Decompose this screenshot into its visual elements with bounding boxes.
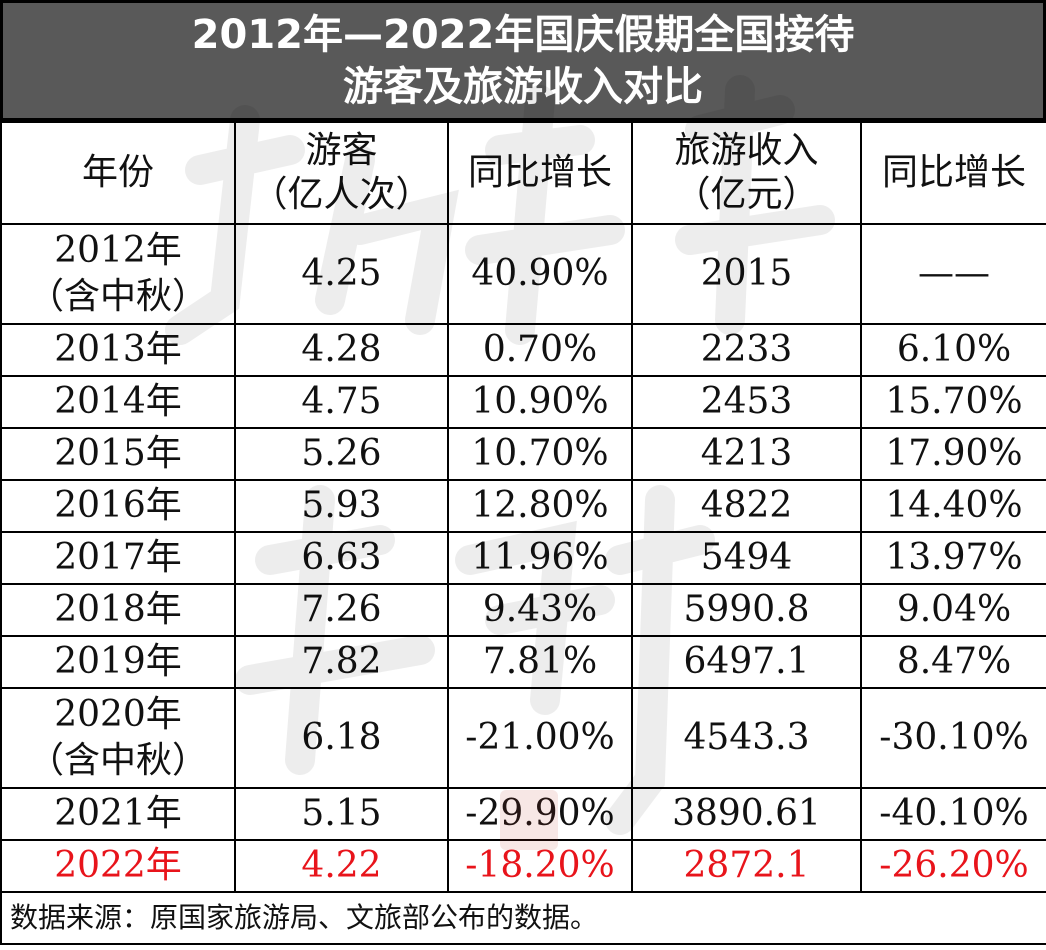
cell-revenue-growth: 17.90% (860, 427, 1046, 481)
table-row: 2017年 6.63 11.96% 5494 13.97% (0, 531, 1046, 585)
cell-tourists-growth: 7.81% (447, 635, 633, 689)
table-row: 2013年 4.28 0.70% 2233 6.10% (0, 323, 1046, 377)
year-label: 2014年 (54, 381, 182, 422)
table-row: 2018年 7.26 9.43% 5990.8 9.04% (0, 583, 1046, 637)
cell-tourists: 5.26 (234, 427, 449, 481)
cell-tourists: 7.82 (234, 635, 449, 689)
header-tourists-line1: 游客 (305, 130, 378, 171)
header-revenue-line2: （亿元） (674, 174, 819, 215)
cell-tourists: 4.75 (234, 375, 449, 429)
cell-tourists-growth: 12.80% (447, 479, 633, 533)
cell-revenue: 2233 (631, 323, 862, 377)
cell-tourists-growth: 10.70% (447, 427, 633, 481)
cell-year: 2018年 (0, 583, 236, 637)
cell-tourists: 4.25 (234, 223, 449, 325)
header-row: 年份 游客 （亿人次） 同比增长 旅游收入 （亿元） 同比增长 (0, 121, 1046, 225)
table-row: 2022年 4.22 -18.20% 2872.1 -26.20% (0, 839, 1046, 893)
cell-tourists: 4.28 (234, 323, 449, 377)
header-revenue: 旅游收入 （亿元） (631, 121, 862, 225)
year-label: 2019年 (54, 641, 182, 682)
cell-revenue-growth: 6.10% (860, 323, 1046, 377)
cell-tourists-growth: -21.00% (447, 687, 633, 789)
cell-tourists: 5.15 (234, 787, 449, 841)
cell-tourists-growth: -29.90% (447, 787, 633, 841)
cell-tourists-growth: 11.96% (447, 531, 633, 585)
cell-revenue-growth: -40.10% (860, 787, 1046, 841)
cell-revenue-growth: 14.40% (860, 479, 1046, 533)
cell-revenue-growth: 15.70% (860, 375, 1046, 429)
table-row: 2015年 5.26 10.70% 4213 17.90% (0, 427, 1046, 481)
cell-tourists-growth: 9.43% (447, 583, 633, 637)
cell-year: 2013年 (0, 323, 236, 377)
cell-revenue: 2015 (631, 223, 862, 325)
cell-year: 2022年 (0, 839, 236, 893)
header-revenue-growth: 同比增长 (860, 121, 1046, 225)
cell-year: 2017年 (0, 531, 236, 585)
year-label: 2018年 (54, 589, 182, 630)
cell-year: 2020年 （含中秋） (0, 687, 236, 789)
year-label: 2012年 (54, 230, 182, 271)
cell-year: 2016年 (0, 479, 236, 533)
cell-revenue-growth: 9.04% (860, 583, 1046, 637)
cell-revenue: 4543.3 (631, 687, 862, 789)
cell-tourists-growth: -18.20% (447, 839, 633, 893)
year-label: 2021年 (54, 793, 182, 834)
cell-year: 2014年 (0, 375, 236, 429)
title-line-1: 2012年—2022年国庆假期全国接待 (191, 11, 855, 58)
header-revenue-line1: 旅游收入 (674, 130, 819, 171)
cell-revenue: 6497.1 (631, 635, 862, 689)
table-body: 2012年 （含中秋） 4.25 40.90% 2015 —— 2013年 4.28 0.70%… (0, 223, 1046, 893)
table-row: 2019年 7.82 7.81% 6497.1 8.47% (0, 635, 1046, 689)
source-note: 数据来源：原国家旅游局、文旅部公布的数据。 (0, 891, 1046, 945)
cell-revenue: 5990.8 (631, 583, 862, 637)
cell-revenue: 2872.1 (631, 839, 862, 893)
cell-revenue: 4822 (631, 479, 862, 533)
cell-revenue: 4213 (631, 427, 862, 481)
cell-revenue-growth: -26.20% (860, 839, 1046, 893)
cell-revenue-growth: 8.47% (860, 635, 1046, 689)
cell-tourists: 7.26 (234, 583, 449, 637)
header-year: 年份 (0, 121, 236, 225)
cell-revenue-growth: -30.10% (860, 687, 1046, 789)
table-row: 2014年 4.75 10.90% 2453 15.70% (0, 375, 1046, 429)
year-label: 2015年 (54, 433, 182, 474)
year-note: （含中秋） (27, 740, 208, 781)
header-tourists: 游客 （亿人次） (234, 121, 449, 225)
year-note: （含中秋） (27, 276, 208, 317)
cell-tourists-growth: 40.90% (447, 223, 633, 325)
table-row: 2012年 （含中秋） 4.25 40.90% 2015 —— (0, 223, 1046, 325)
cell-revenue-growth: 13.97% (860, 531, 1046, 585)
cell-tourists: 6.63 (234, 531, 449, 585)
year-label: 2016年 (54, 485, 182, 526)
cell-tourists-growth: 0.70% (447, 323, 633, 377)
cell-year: 2021年 (0, 787, 236, 841)
cell-year: 2012年 （含中秋） (0, 223, 236, 325)
year-label: 2020年 (54, 694, 182, 735)
cell-year: 2015年 (0, 427, 236, 481)
title-line-2: 游客及旅游收入对比 (343, 63, 703, 110)
cell-tourists: 5.93 (234, 479, 449, 533)
header-tourists-growth: 同比增长 (447, 121, 633, 225)
cell-revenue: 3890.61 (631, 787, 862, 841)
source-row: 数据来源：原国家旅游局、文旅部公布的数据。 (0, 891, 1046, 945)
data-table: 年份 游客 （亿人次） 同比增长 旅游收入 （亿元） 同比增长 2012年 （含中… (0, 121, 1046, 945)
cell-tourists-growth: 10.90% (447, 375, 633, 429)
cell-revenue: 2453 (631, 375, 862, 429)
year-label: 2017年 (54, 537, 182, 578)
cell-year: 2019年 (0, 635, 236, 689)
header-tourists-line2: （亿人次） (251, 174, 432, 215)
cell-tourists: 6.18 (234, 687, 449, 789)
year-label: 2022年 (54, 845, 182, 886)
table-header: 年份 游客 （亿人次） 同比增长 旅游收入 （亿元） 同比增长 (0, 121, 1046, 225)
cell-revenue-growth: —— (860, 223, 1046, 325)
table-row: 2021年 5.15 -29.90% 3890.61 -40.10% (0, 787, 1046, 841)
cell-revenue: 5494 (631, 531, 862, 585)
table-title: 2012年—2022年国庆假期全国接待 游客及旅游收入对比 (0, 0, 1046, 121)
year-label: 2013年 (54, 329, 182, 370)
table-row: 2016年 5.93 12.80% 4822 14.40% (0, 479, 1046, 533)
cell-tourists: 4.22 (234, 839, 449, 893)
table-row: 2020年 （含中秋） 6.18 -21.00% 4543.3 -30.10% (0, 687, 1046, 789)
